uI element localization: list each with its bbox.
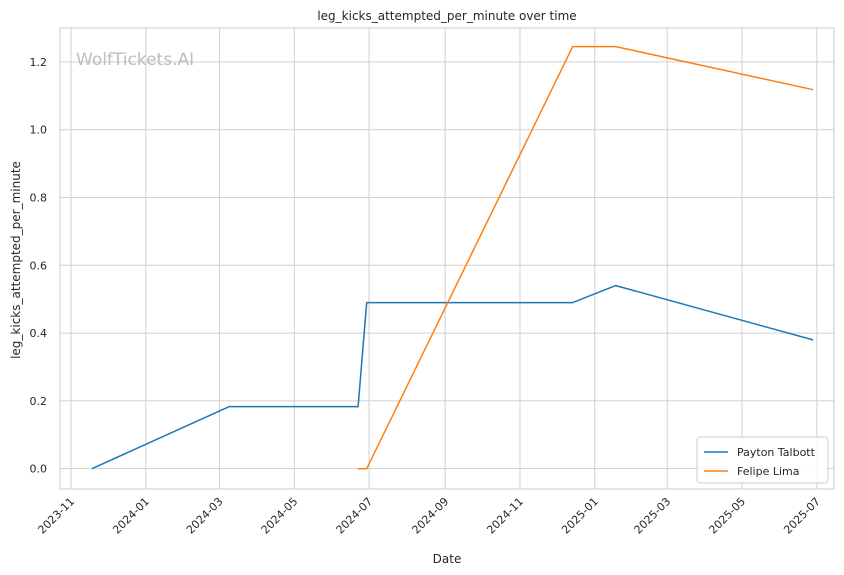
watermark: WolfTickets.AI [76, 50, 194, 70]
x-tick-label: 2025-03 [632, 495, 674, 537]
x-tick-label: 2024-11 [484, 495, 526, 537]
chart-title: leg_kicks_attempted_per_minute over time [317, 9, 576, 23]
y-tick-label: 1.2 [30, 56, 48, 69]
y-tick-label: 0.0 [30, 463, 48, 476]
x-tick-label: 2024-05 [259, 495, 301, 537]
x-tick-label: 2024-07 [334, 495, 376, 537]
y-tick-label: 0.6 [30, 259, 48, 272]
x-tick-label: 2024-01 [110, 495, 152, 537]
x-axis-label: Date [433, 552, 462, 566]
series-lines [91, 45, 814, 470]
x-tick-label: 2025-07 [781, 495, 823, 537]
y-tick-label: 0.2 [30, 395, 48, 408]
grid-lines [60, 28, 834, 489]
series-line-felipe-lima [358, 45, 814, 470]
x-tick-label: 2025-05 [706, 495, 748, 537]
plot-area [59, 27, 835, 490]
series-line-payton-talbott [91, 284, 814, 470]
y-tick-label: 0.4 [30, 327, 48, 340]
x-tick-label: 2024-03 [184, 495, 226, 537]
x-tick-label: 2023-11 [35, 495, 77, 537]
legend-label-felipe: Felipe Lima [737, 465, 800, 478]
y-tick-labels: 0.0 0.2 0.4 0.6 0.8 1.0 1.2 [30, 56, 48, 476]
x-tick-label: 2024-09 [410, 495, 452, 537]
x-tick-label: 2025-01 [559, 495, 601, 537]
y-tick-label: 1.0 [30, 124, 48, 137]
y-tick-label: 0.8 [30, 191, 48, 204]
legend-box [696, 436, 829, 484]
y-axis-label: leg_kicks_attempted_per_minute [9, 161, 23, 359]
legend: Payton Talbott Felipe Lima [696, 436, 829, 484]
legend-label-payton: Payton Talbott [737, 446, 816, 459]
x-tick-labels: 2023-11 2024-01 2024-03 2024-05 2024-07 2024-… [35, 495, 822, 537]
